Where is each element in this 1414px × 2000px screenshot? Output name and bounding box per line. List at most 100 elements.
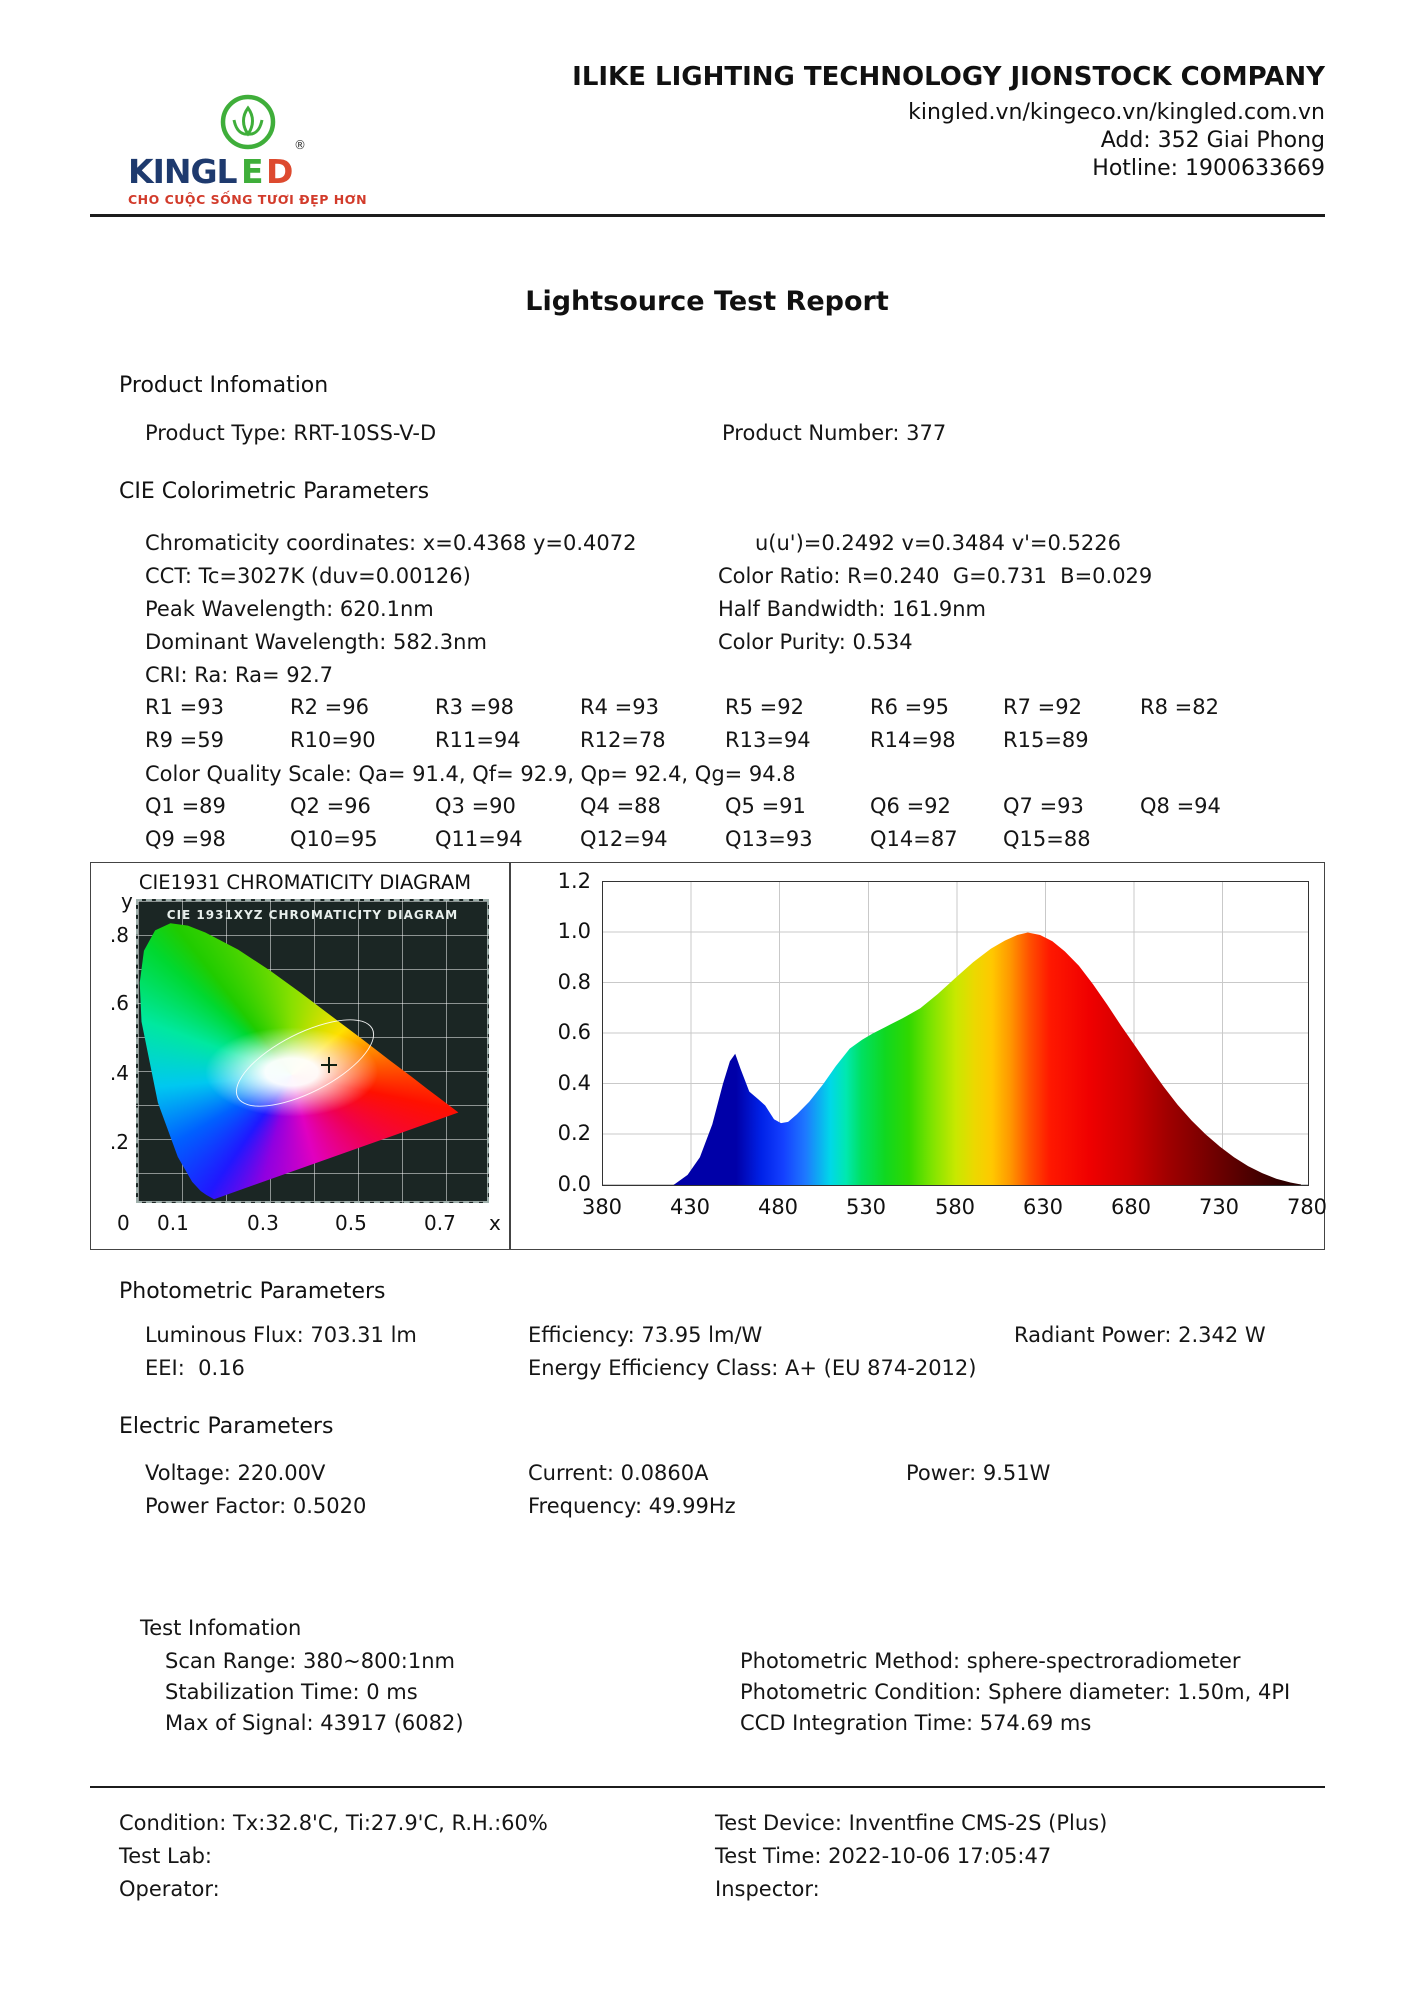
cqs-cell: Q1 =89: [145, 794, 226, 818]
brand-text-kingl: KINGL: [128, 152, 238, 191]
registered-mark: ®: [294, 138, 306, 152]
photometric-method: Photometric Method: sphere-spectroradiom…: [740, 1649, 1241, 1673]
cie-diagram-title: CIE1931 CHROMATICITY DIAGRAM: [138, 871, 472, 894]
footer-divider: [90, 1786, 1325, 1788]
cri-cell: R4 =93: [580, 695, 659, 719]
cie-x-tick: 0.1: [157, 1211, 189, 1235]
spectrum-y-tick: 1.0: [557, 919, 591, 943]
spectrum-x-tick: 630: [1022, 1195, 1064, 1219]
cie-x-tick: 0.3: [247, 1211, 279, 1235]
max-of-signal: Max of Signal: 43917 (6082): [165, 1711, 464, 1735]
cqs-row-1: Q1 =89 Q2 =96 Q3 =90 Q4 =88 Q5 =91 Q6 =9…: [0, 794, 1414, 820]
uv-coordinates: u(u')=0.2492 v=0.3484 v'=0.5226: [755, 531, 1121, 555]
brand-text-e: E: [241, 152, 264, 191]
product-info-heading: Product Infomation: [119, 373, 329, 398]
cie-y-tick: .8: [109, 923, 129, 947]
header-divider: [90, 214, 1325, 217]
spectrum-x-tick: 580: [934, 1195, 976, 1219]
frequency: Frequency: 49.99Hz: [528, 1494, 736, 1518]
electric-heading: Electric Parameters: [119, 1414, 334, 1439]
cqs-cell: Q3 =90: [435, 794, 516, 818]
footer-test-device: Test Device: Inventfine CMS-2S (Plus): [715, 1811, 1108, 1835]
company-websites: kingled.vn/kingeco.vn/kingled.com.vn: [908, 100, 1325, 125]
spectrum-x-tick: 430: [669, 1195, 711, 1219]
cqs-row-2: Q9 =98 Q10=95 Q11=94 Q12=94 Q13=93 Q14=8…: [0, 827, 1414, 853]
spectrum-x-tick: 730: [1198, 1195, 1240, 1219]
cqs-cell: Q6 =92: [870, 794, 951, 818]
brand-tagline: CHO CUỘC SỐNG TƯƠI ĐẸP HƠN: [128, 192, 368, 207]
charts-panel-divider: [509, 863, 511, 1249]
cri-cell: R10=90: [290, 728, 376, 752]
cri-cell: R7 =92: [1003, 695, 1082, 719]
cqs-cell: Q12=94: [580, 827, 668, 851]
kingled-logo: KINGL E D ® CHO CUỘC SỐNG TƯƠI ĐẸP HƠN: [88, 80, 367, 210]
spectrum-y-tick: 0.4: [557, 1071, 591, 1095]
cqs-cell: Q8 =94: [1140, 794, 1221, 818]
spectrum-x-tick: 530: [845, 1195, 887, 1219]
stabilization-time: Stabilization Time: 0 ms: [165, 1680, 418, 1704]
color-quality-scale: Color Quality Scale: Qa= 91.4, Qf= 92.9,…: [145, 762, 796, 786]
cie-origin-label: 0: [117, 1211, 130, 1235]
cri-row-1: R1 =93 R2 =96 R3 =98 R4 =93 R5 =92 R6 =9…: [0, 695, 1414, 721]
cqs-cell: Q15=88: [1003, 827, 1091, 851]
cqs-cell: Q14=87: [870, 827, 958, 851]
cri-cell: R12=78: [580, 728, 666, 752]
color-purity: Color Purity: 0.534: [718, 630, 913, 654]
cri-cell: R11=94: [435, 728, 521, 752]
footer-inspector: Inspector:: [715, 1877, 820, 1901]
spectrum-y-tick: 0.8: [557, 970, 591, 994]
spectrum-y-tick: 0.2: [557, 1121, 591, 1145]
product-type: Product Type: RRT-10SS-V-D: [145, 421, 437, 445]
peak-wavelength: Peak Wavelength: 620.1nm: [145, 597, 434, 621]
page-title: Lightsource Test Report: [525, 286, 889, 317]
footer-operator: Operator:: [119, 1877, 220, 1901]
spectrum-y-tick: 0.6: [557, 1020, 591, 1044]
cie-x-axis-label: x: [489, 1211, 501, 1235]
cri-cell: R14=98: [870, 728, 956, 752]
scan-range: Scan Range: 380~800:1nm: [165, 1649, 456, 1673]
eei-value: EEI: 0.16: [145, 1356, 245, 1380]
cri-cell: R13=94: [725, 728, 811, 752]
cie-x-tick: 0.5: [335, 1211, 367, 1235]
cie-chromaticity-diagram: CIE 1931XYZ CHROMATICITY DIAGRAM: [136, 899, 489, 1203]
color-ratio: Color Ratio: R=0.240 G=0.731 B=0.029: [718, 564, 1153, 588]
spectrum-svg: [673, 932, 1301, 1185]
spectrum-x-tick: 680: [1110, 1195, 1152, 1219]
half-bandwidth: Half Bandwidth: 161.9nm: [718, 597, 986, 621]
spectrum-y-tick: 0.0: [557, 1172, 591, 1196]
spectrum-area-path: [673, 932, 1301, 1185]
cqs-cell: Q9 =98: [145, 827, 226, 851]
cri-cell: R5 =92: [725, 695, 804, 719]
spectrum-y-tick: 1.2: [557, 869, 591, 893]
cie-inner-title: CIE 1931XYZ CHROMATICITY DIAGRAM: [166, 908, 459, 922]
cqs-cell: Q2 =96: [290, 794, 371, 818]
dominant-wavelength: Dominant Wavelength: 582.3nm: [145, 630, 487, 654]
cie-y-axis-label: y: [121, 889, 133, 913]
spectrum-x-tick: 380: [581, 1195, 623, 1219]
cie-y-tick: .4: [109, 1061, 129, 1085]
company-name: ILIKE LIGHTING TECHNOLOGY JIONSTOCK COMP…: [572, 62, 1325, 92]
photometric-heading: Photometric Parameters: [119, 1279, 386, 1304]
cri-cell: R6 =95: [870, 695, 949, 719]
cqs-cell: Q7 =93: [1003, 794, 1084, 818]
cie-test-point-marker: [320, 1057, 337, 1074]
test-info-heading: Test Infomation: [140, 1616, 302, 1640]
footer-test-lab: Test Lab:: [119, 1844, 213, 1868]
cri-cell: R3 =98: [435, 695, 514, 719]
cqs-cell: Q5 =91: [725, 794, 806, 818]
product-number: Product Number: 377: [722, 421, 947, 445]
radiant-power: Radiant Power: 2.342 W: [1014, 1323, 1266, 1347]
cri-cell: R15=89: [1003, 728, 1089, 752]
spectrum-x-tick: 480: [757, 1195, 799, 1219]
cct-value: CCT: Tc=3027K (duv=0.00126): [145, 564, 471, 588]
cri-cell: R1 =93: [145, 695, 224, 719]
current: Current: 0.0860A: [528, 1461, 709, 1485]
cie-x-tick: 0.7: [424, 1211, 456, 1235]
cqs-cell: Q4 =88: [580, 794, 661, 818]
power-factor: Power Factor: 0.5020: [145, 1494, 367, 1518]
cri-row-2: R9 =59 R10=90 R11=94 R12=78 R13=94 R14=9…: [0, 728, 1414, 754]
charts-panel: CIE1931 CHROMATICITY DIAGRAM y CIE 1931X…: [90, 862, 1327, 1250]
voltage: Voltage: 220.00V: [145, 1461, 326, 1485]
bulb-lotus-icon: [220, 94, 276, 150]
